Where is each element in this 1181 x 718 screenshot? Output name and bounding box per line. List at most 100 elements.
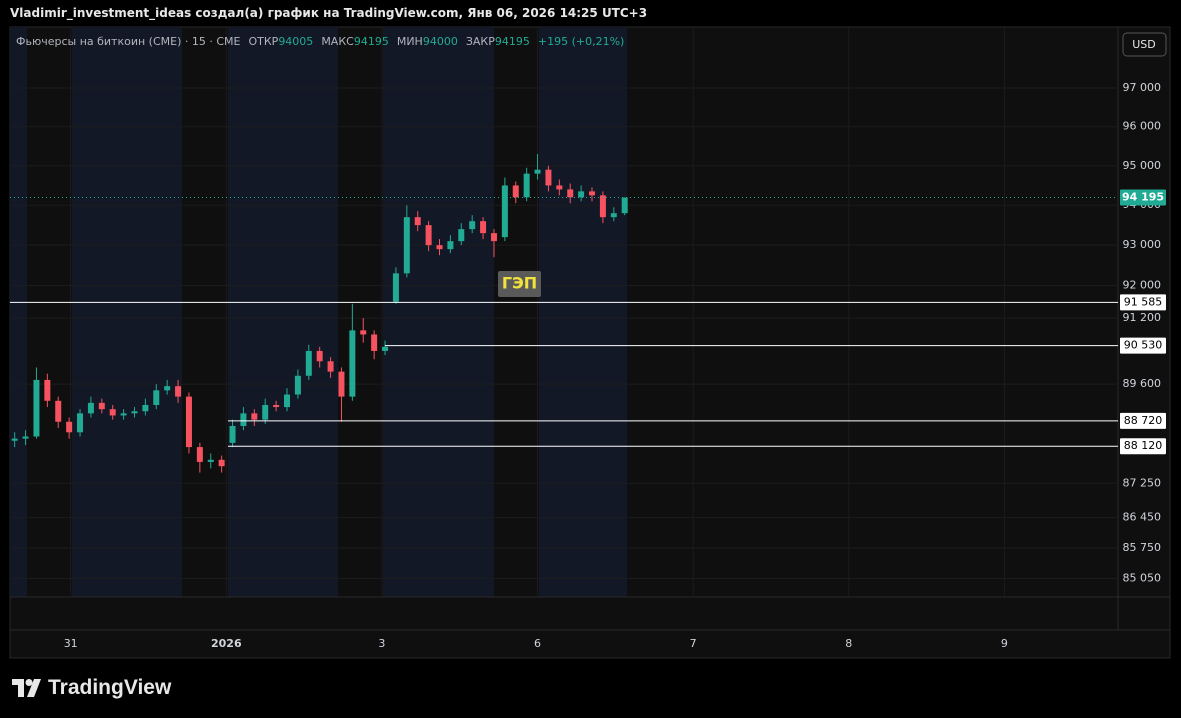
candle-body xyxy=(534,169,541,174)
level-label-box xyxy=(1120,412,1166,429)
currency-label[interactable]: USD xyxy=(1132,38,1156,51)
candle-body xyxy=(327,361,334,372)
level-label: 91 585 xyxy=(1124,295,1163,308)
x-tick-label: 2026 xyxy=(211,637,242,650)
legend-item: МИН xyxy=(397,35,423,48)
header: Vladimir_investment_ideas создал(а) граф… xyxy=(10,6,648,20)
x-tick-label: 31 xyxy=(64,637,78,650)
candle-body xyxy=(284,394,290,408)
candle-body xyxy=(621,197,628,214)
y-tick-label: 89 600 xyxy=(1123,377,1162,390)
y-tick-label: 85 750 xyxy=(1123,541,1162,554)
legend-item: 94195 xyxy=(354,35,389,48)
brand: TradingView xyxy=(12,676,171,700)
session-band xyxy=(72,27,182,597)
y-tick-label: 97 000 xyxy=(1123,81,1162,94)
candle-body xyxy=(469,221,476,230)
candle-body xyxy=(218,459,225,467)
candle-body xyxy=(240,413,247,426)
last-price-box xyxy=(1120,189,1166,206)
candle-body xyxy=(33,379,40,437)
candle-body xyxy=(382,346,389,351)
brand-name: TradingView xyxy=(48,676,172,699)
candle-body xyxy=(316,350,323,362)
candle-body xyxy=(578,191,585,198)
candle-body xyxy=(567,189,574,198)
session-band xyxy=(383,27,494,597)
x-tick-label: 8 xyxy=(845,637,852,650)
candle-body xyxy=(512,185,519,198)
y-tick-label: 96 000 xyxy=(1123,120,1162,133)
legend-item: Фьючерсы на биткоин (CME) · 15 · CME xyxy=(16,35,241,48)
candle-body xyxy=(349,330,356,397)
candle-body xyxy=(153,390,160,405)
legend-item: МАКС xyxy=(321,35,354,48)
candle-body xyxy=(556,185,563,190)
candle-body xyxy=(490,233,497,242)
candle-body xyxy=(294,375,301,395)
y-tick-label: 93 000 xyxy=(1123,238,1162,251)
level-label-box xyxy=(1120,294,1166,311)
level-label: 88 720 xyxy=(1124,414,1163,427)
candle-body xyxy=(87,402,94,414)
candle-body xyxy=(360,330,367,335)
y-tick-label: 92 000 xyxy=(1123,278,1162,291)
brand-logo xyxy=(12,679,41,697)
legend-item: ЗАКР xyxy=(466,35,495,48)
x-tick-label: 3 xyxy=(378,637,385,650)
currency-button[interactable] xyxy=(1122,32,1167,57)
candle-body xyxy=(164,386,171,391)
candle-body xyxy=(425,225,432,246)
candle-body xyxy=(142,404,149,412)
candle-body xyxy=(131,411,138,414)
candle-body xyxy=(480,221,487,234)
y-tick-label: 87 250 xyxy=(1123,476,1162,489)
y-tick-label: 86 450 xyxy=(1123,511,1162,524)
candle-body xyxy=(262,404,269,420)
candle-body xyxy=(403,217,410,274)
candle-body xyxy=(185,396,192,448)
candle-body xyxy=(22,436,29,439)
session-shading xyxy=(10,27,627,597)
candle-body xyxy=(371,334,378,351)
candle-body xyxy=(120,413,127,416)
candle-body xyxy=(44,379,51,401)
overlay: 91 585 90 530 88 720 88 120 94 195 ГЭП xyxy=(10,189,1166,455)
annotation: ГЭП xyxy=(502,274,537,293)
x-tick-label: 7 xyxy=(690,637,697,650)
x-tick-label: 9 xyxy=(1001,637,1008,650)
candles xyxy=(11,154,628,473)
legend-item: 94195 xyxy=(495,35,530,48)
x-tick-label: 6 xyxy=(534,637,541,650)
level-label-box xyxy=(1120,438,1166,455)
y-tick-label: 95 000 xyxy=(1123,159,1162,172)
candle-body xyxy=(589,191,596,196)
candle-body xyxy=(175,386,182,397)
annotation-box xyxy=(498,271,541,297)
candle-body xyxy=(251,413,258,420)
candle-body xyxy=(501,185,508,238)
legend-item: 94005 xyxy=(278,35,313,48)
candle-body xyxy=(196,447,203,462)
level-label-box xyxy=(1120,337,1166,354)
candle-body xyxy=(109,409,116,416)
session-band xyxy=(539,27,627,597)
candle-body xyxy=(338,371,345,397)
y-tick-label: 91 200 xyxy=(1123,311,1162,324)
legend: Фьючерсы на биткоин (CME) · 15 · CME ОТКР… xyxy=(16,35,624,48)
y-tick-label: 85 050 xyxy=(1123,572,1162,585)
candle-body xyxy=(11,438,18,441)
level-label: 88 120 xyxy=(1124,439,1163,452)
candle-body xyxy=(523,173,530,198)
legend-item: +195 (+0,21%) xyxy=(538,35,624,48)
level-label: 90 530 xyxy=(1124,339,1163,352)
candle-body xyxy=(414,217,421,226)
session-band xyxy=(10,27,27,597)
candle-body xyxy=(436,245,443,250)
candle-body xyxy=(66,421,73,433)
legend-item: 94000 xyxy=(423,35,458,48)
candle-body xyxy=(98,402,105,410)
